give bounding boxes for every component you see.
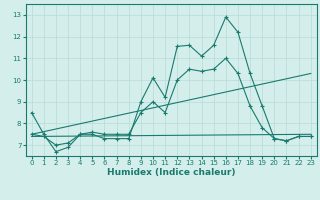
- X-axis label: Humidex (Indice chaleur): Humidex (Indice chaleur): [107, 168, 236, 177]
